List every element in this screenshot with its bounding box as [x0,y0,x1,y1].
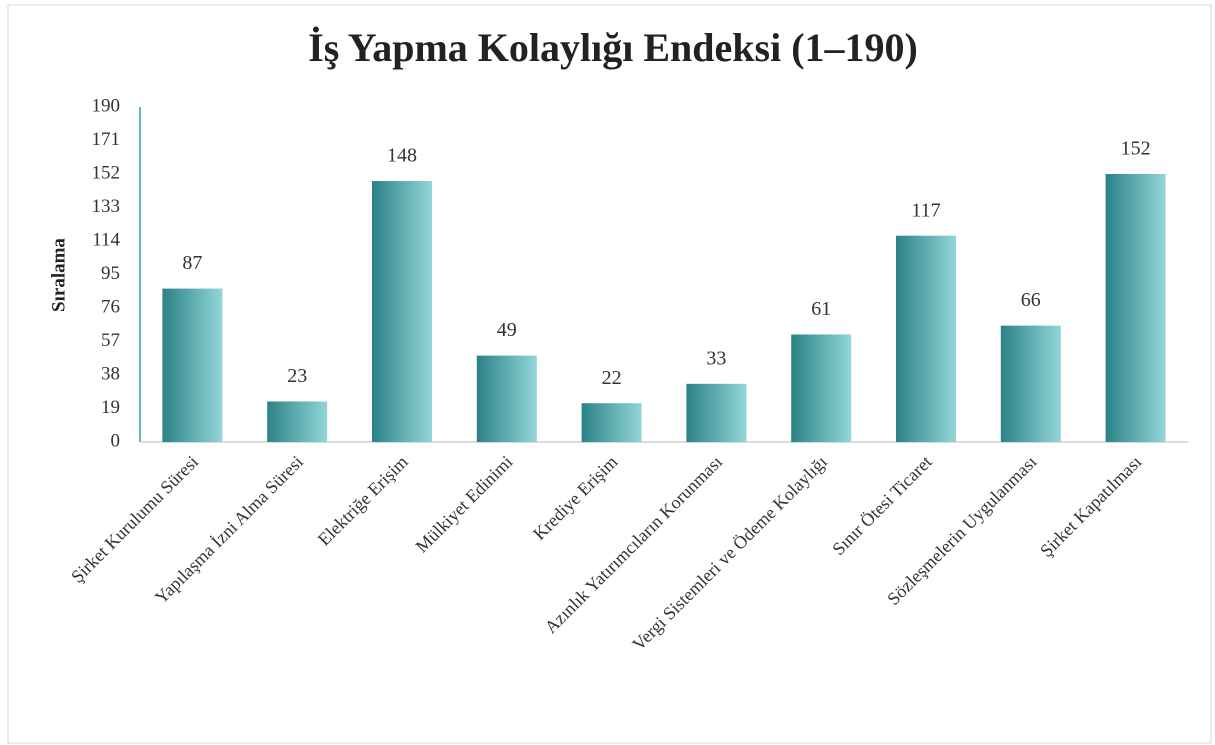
bar [686,383,747,442]
y-tick-label: 57 [101,330,120,351]
value-label: 49 [497,319,517,341]
y-tick-label: 19 [101,397,120,418]
value-label: 22 [602,367,622,389]
bar [372,181,432,443]
x-tick-label: Vergi Sistemleri ve Ödeme Kolaylığı [628,452,831,655]
y-tick-label: 95 [101,263,120,284]
x-tick-label: Mülkiyet Edinimi [412,452,517,557]
value-label: 87 [182,252,202,274]
bar [581,403,642,442]
bar [267,401,328,442]
y-tick-label: 133 [92,196,121,217]
x-tick-label: Şirket Kapatılması [1036,452,1145,561]
bar [476,355,537,442]
frame [7,4,1212,744]
value-label: 117 [911,199,940,221]
value-label: 66 [1021,289,1041,311]
y-axis-label: Sıralama [48,238,69,312]
value-label: 61 [811,298,831,320]
x-tick-label: Elektriğe Erişim [314,452,412,550]
value-label: 152 [1121,138,1151,160]
bar [1105,174,1166,442]
x-tick-label: Azınlık Yatırımcıların Korunması [541,452,727,638]
value-label: 148 [387,145,417,167]
bar [1000,325,1061,442]
y-tick-label: 76 [101,296,120,317]
y-tick-label: 152 [92,162,121,183]
bar [162,288,223,442]
value-label: 33 [706,347,726,369]
x-tick-label: Sınır Ötesi Ticaret [828,452,935,559]
y-tick-label: 0 [111,430,121,451]
bar [791,334,852,442]
y-tick-label: 38 [101,363,120,384]
chart-title: İş Yapma Kolaylığı Endeksi (1–190) [308,25,918,70]
x-tick-label: Krediye Erişim [529,452,621,544]
y-tick-label: 114 [92,229,120,250]
y-tick-label: 171 [92,129,121,150]
y-tick-label: 190 [92,95,121,116]
value-label: 23 [287,365,307,387]
bar [896,235,956,442]
